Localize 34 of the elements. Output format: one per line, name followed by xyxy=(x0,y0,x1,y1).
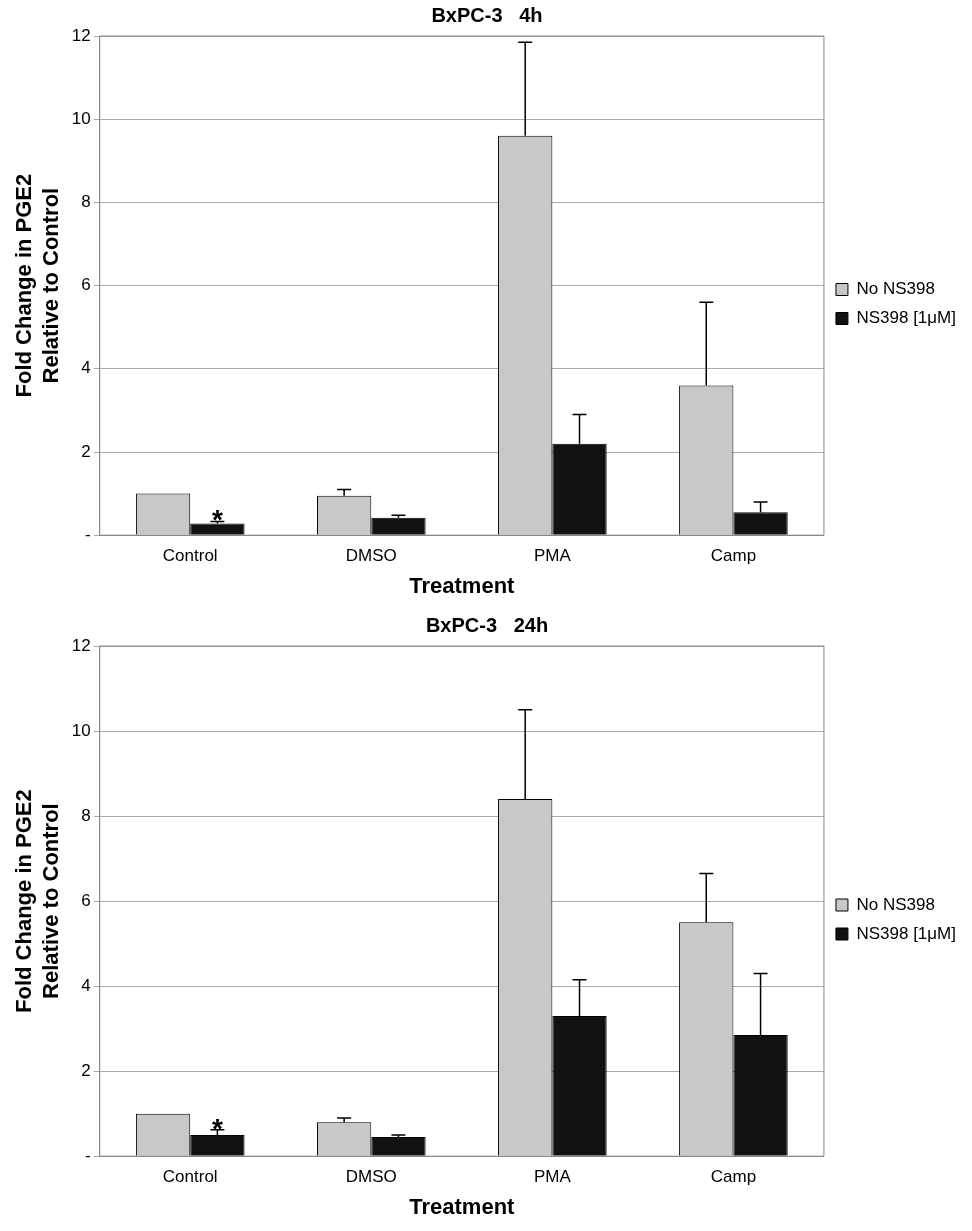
legend-label: NS398 [1μM] xyxy=(856,923,956,943)
x-tick-label: Camp xyxy=(710,1167,757,1187)
y-axis-title: Fold Change in PGE2 Relative to Control xyxy=(11,173,63,398)
y-tick-label: 6 xyxy=(81,275,91,295)
y-tick-label: 6 xyxy=(81,890,91,910)
chart-title: BxPC-3 4h xyxy=(431,3,543,26)
x-axis-title: Treatment xyxy=(409,1193,516,1219)
y-tick-label: 8 xyxy=(81,192,91,212)
x-tick-label: Control xyxy=(162,546,218,566)
y-tick-label: 2 xyxy=(81,441,91,461)
x-tick-label: Control xyxy=(162,1167,218,1187)
y-tick-label: 8 xyxy=(81,805,91,825)
y-tick-label: 4 xyxy=(81,975,91,995)
y-tick-label: 10 xyxy=(71,720,91,740)
annotation: * xyxy=(211,504,223,536)
x-tick-label: Camp xyxy=(710,546,757,566)
x-tick-label: PMA xyxy=(533,546,572,566)
legend-label: No NS398 xyxy=(856,894,935,914)
annotation: * xyxy=(211,1112,223,1144)
x-axis-title: Treatment xyxy=(409,572,516,598)
x-tick-label: DMSO xyxy=(345,546,397,566)
legend-label: NS398 [1μM] xyxy=(856,308,956,328)
y-tick-label: - xyxy=(85,524,91,544)
y-tick-label: 12 xyxy=(71,25,91,45)
x-tick-label: PMA xyxy=(533,1167,572,1187)
legend-label: No NS398 xyxy=(856,279,935,299)
y-tick-label: 12 xyxy=(71,635,91,655)
y-tick-label: 2 xyxy=(81,1060,91,1080)
y-tick-label: 10 xyxy=(71,108,91,128)
y-tick-label: 4 xyxy=(81,358,91,378)
x-tick-label: DMSO xyxy=(345,1167,397,1187)
chart-title: BxPC-3 24h xyxy=(425,613,549,636)
y-tick-label: - xyxy=(85,1145,91,1165)
y-axis-title: Fold Change in PGE2 Relative to Control xyxy=(11,789,63,1013)
